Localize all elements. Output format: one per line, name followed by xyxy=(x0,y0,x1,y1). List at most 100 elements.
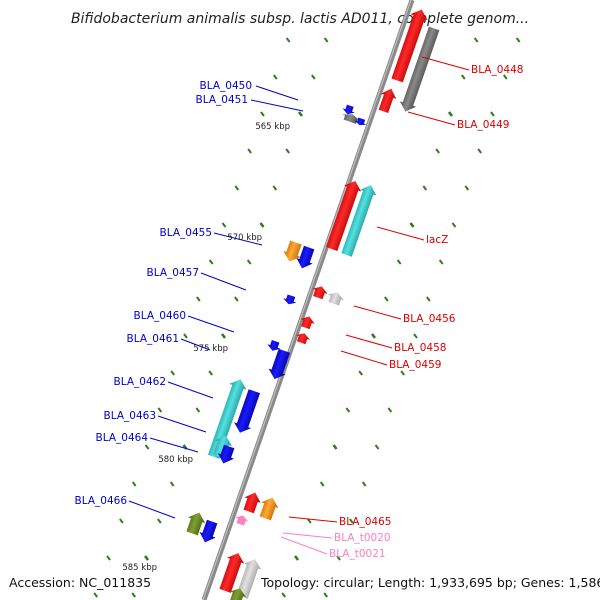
gene-bla0451b-arrow xyxy=(354,117,367,126)
gene-bla0461-arrow xyxy=(267,339,281,351)
gene-bla0457-arrow xyxy=(283,294,297,305)
gene-bottom-red-arrow xyxy=(219,553,245,593)
gene-bla0451[interactable] xyxy=(341,111,362,125)
scale-tick xyxy=(208,259,214,265)
genome-summary-text: Topology: circular; Length: 1,933,695 bp… xyxy=(260,575,600,590)
label-connector-line xyxy=(157,415,207,433)
scale-tick xyxy=(196,296,201,302)
gene-bla0464[interactable] xyxy=(210,433,234,460)
gene-label-bla0451[interactable]: BLA_0451 xyxy=(196,94,248,106)
scale-tick xyxy=(413,333,418,339)
scale-tick xyxy=(464,185,470,191)
gene-bla0451b[interactable] xyxy=(353,117,368,128)
gene-lacz[interactable] xyxy=(323,178,364,252)
gene-bla0465b-arrow xyxy=(259,497,279,521)
gene-bla0455b[interactable] xyxy=(294,245,317,271)
gene-label-bla0460[interactable]: BLA_0460 xyxy=(134,310,186,322)
gene-bla0464b[interactable] xyxy=(215,444,237,467)
scale-tick xyxy=(461,74,466,80)
gene-bla0456[interactable] xyxy=(310,284,329,301)
label-connector-line xyxy=(167,381,214,399)
label-connector-line xyxy=(128,500,176,519)
gene-label-bla0459[interactable]: BLA_0459 xyxy=(389,359,441,371)
scale-tick xyxy=(400,370,405,376)
gene-bla0466b[interactable] xyxy=(197,519,220,545)
scale-tick xyxy=(285,37,291,43)
gene-bottom-red[interactable] xyxy=(217,550,247,594)
scale-tick xyxy=(281,592,287,598)
gene-bla0459-arrow xyxy=(295,333,311,345)
scale-tick xyxy=(234,296,239,302)
gene-label-bla0457[interactable]: BLA_0457 xyxy=(147,267,199,279)
gene-label-bla0462[interactable]: BLA_0462 xyxy=(114,376,166,388)
gene-label-blat0020[interactable]: BLA_t0020 xyxy=(334,532,391,544)
gene-label-bla0458[interactable]: BLA_0458 xyxy=(394,342,446,354)
scale-tick xyxy=(157,518,162,524)
gene-bla0456b-arrow xyxy=(327,292,344,306)
gene-bla0450[interactable] xyxy=(341,104,356,117)
scale-tick xyxy=(259,222,265,228)
gene-label-bla0448[interactable]: BLA_0448 xyxy=(471,64,523,76)
gene-bla0462[interactable] xyxy=(205,376,249,459)
scale-tick xyxy=(515,37,521,43)
gene-bla0456b[interactable] xyxy=(326,290,346,307)
genome-backbone-highlight xyxy=(202,0,412,600)
scale-labels: 565 kbp 570 kbp 575 kbp 580 kbp 585 kbp xyxy=(122,122,290,573)
gene-bla0449[interactable] xyxy=(376,86,399,114)
gene-label-bla0464[interactable]: BLA_0464 xyxy=(96,432,149,444)
scale-tick xyxy=(272,185,278,191)
scale-tick xyxy=(247,148,252,154)
gene-label-bla0463[interactable]: BLA_0463 xyxy=(104,410,156,422)
gene-bla0463[interactable] xyxy=(231,388,262,435)
scale-tick xyxy=(370,333,377,339)
scale-tick xyxy=(208,370,213,376)
scale-tick xyxy=(131,592,137,598)
scale-tick xyxy=(349,518,354,524)
gene-bla0448[interactable] xyxy=(389,7,431,84)
scale-tick xyxy=(273,74,278,80)
gene-label-bla0449[interactable]: BLA_0449 xyxy=(457,119,509,131)
scale-tick xyxy=(409,222,415,228)
gene-label-bla0466[interactable]: BLA_0466 xyxy=(75,495,128,507)
gene-bla0465b[interactable] xyxy=(257,495,281,522)
label-connector-line xyxy=(340,350,388,366)
gene-label-bla0461[interactable]: BLA_0461 xyxy=(127,333,179,345)
gene-label-blat0021[interactable]: BLA_t0021 xyxy=(329,548,386,560)
label-connector-line xyxy=(282,532,333,539)
scale-tick xyxy=(169,481,175,487)
label-connector-line xyxy=(421,56,470,71)
gene-bla0448-gray[interactable] xyxy=(397,26,442,115)
scale-tick xyxy=(220,333,227,339)
scale-ticks xyxy=(93,37,521,598)
gene-lacz-cyan-arrow xyxy=(341,185,377,257)
gene-bla0466[interactable] xyxy=(184,510,208,537)
gene-bla0458-arrow xyxy=(300,316,315,330)
gene-label-bla0450[interactable]: BLA_0450 xyxy=(200,80,252,92)
gene-bla0448-arrow xyxy=(391,9,428,83)
gene-bla0455b-arrow xyxy=(296,245,315,269)
gene-bla0457[interactable] xyxy=(282,293,298,306)
scale-tick xyxy=(297,111,304,117)
label-connector-line xyxy=(213,232,263,246)
gene-label-bla0465[interactable]: BLA_0465 xyxy=(339,516,391,528)
scale-tick xyxy=(93,592,99,598)
scale-tick xyxy=(260,111,265,117)
gene-bla0458[interactable] xyxy=(298,314,316,330)
gene-label-lacz[interactable]: lacZ xyxy=(426,234,448,246)
scale-tick xyxy=(332,444,338,450)
gene-label-bla0456[interactable]: BLA_0456 xyxy=(403,313,456,325)
gene-bla0455[interactable] xyxy=(281,240,305,265)
gene-bla0459[interactable] xyxy=(294,331,311,345)
gene-blat0020[interactable] xyxy=(234,513,250,526)
gene-bottom-lightgray[interactable] xyxy=(234,556,264,600)
scale-tick xyxy=(490,111,495,117)
gene-label-bla0455[interactable]: BLA_0455 xyxy=(160,227,212,239)
scale-tick xyxy=(451,222,457,228)
gene-bla0465[interactable] xyxy=(241,490,264,514)
label-connector-line xyxy=(376,226,425,241)
gene-lacz-cyan[interactable] xyxy=(339,182,379,257)
gene-bla0461[interactable] xyxy=(266,339,283,353)
label-connector-line xyxy=(255,85,299,101)
gene-bla0460[interactable] xyxy=(266,348,293,382)
